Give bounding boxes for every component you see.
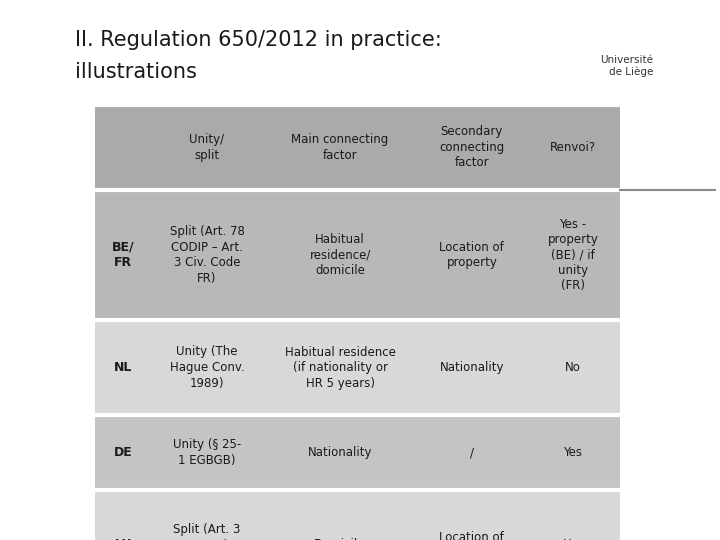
Text: Main connecting
factor: Main connecting factor xyxy=(292,133,389,162)
Text: BE/
FR: BE/ FR xyxy=(112,241,135,269)
Text: Yes -
property
(BE) / if
unity
(FR): Yes - property (BE) / if unity (FR) xyxy=(547,218,598,293)
Text: Nationality: Nationality xyxy=(440,361,504,374)
Text: Unity/
split: Unity/ split xyxy=(189,133,225,162)
Text: Yes: Yes xyxy=(564,538,582,540)
Text: Split (Art. 78
CODIP – Art.
3 Civ. Code
FR): Split (Art. 78 CODIP – Art. 3 Civ. Code … xyxy=(169,225,244,285)
Bar xyxy=(95,190,620,320)
Bar xyxy=(95,320,620,415)
Text: Université
de Liège: Université de Liège xyxy=(600,55,653,77)
Text: Unity (The
Hague Conv.
1989): Unity (The Hague Conv. 1989) xyxy=(170,346,244,389)
Text: NL: NL xyxy=(114,361,132,374)
Text: Secondary
connecting
factor: Secondary connecting factor xyxy=(439,125,505,170)
Text: Domicile: Domicile xyxy=(315,538,366,540)
Text: II. Regulation 650/2012 in practice:: II. Regulation 650/2012 in practice: xyxy=(75,30,442,50)
Text: Habitual residence
(if nationality or
HR 5 years): Habitual residence (if nationality or HR… xyxy=(284,346,395,389)
Bar xyxy=(95,415,620,490)
Bar xyxy=(95,490,620,540)
Text: Unity (§ 25-
1 EGBGB): Unity (§ 25- 1 EGBGB) xyxy=(173,438,241,467)
Text: Renvoi?: Renvoi? xyxy=(550,141,596,154)
Text: illustrations: illustrations xyxy=(75,62,197,82)
Text: Nationality: Nationality xyxy=(308,446,372,459)
Text: Habitual
residence/
domicile: Habitual residence/ domicile xyxy=(310,233,371,277)
Text: Split (Art. 3
par. 3 Civ.
Code): Split (Art. 3 par. 3 Civ. Code) xyxy=(174,523,240,540)
Text: No: No xyxy=(565,361,581,374)
Text: /: / xyxy=(470,446,474,459)
Text: Location of
property: Location of property xyxy=(439,531,504,540)
Text: LU: LU xyxy=(114,538,132,540)
Text: DE: DE xyxy=(114,446,132,459)
Text: Yes: Yes xyxy=(564,446,582,459)
Bar xyxy=(95,105,620,190)
Text: Location of
property: Location of property xyxy=(439,241,504,269)
